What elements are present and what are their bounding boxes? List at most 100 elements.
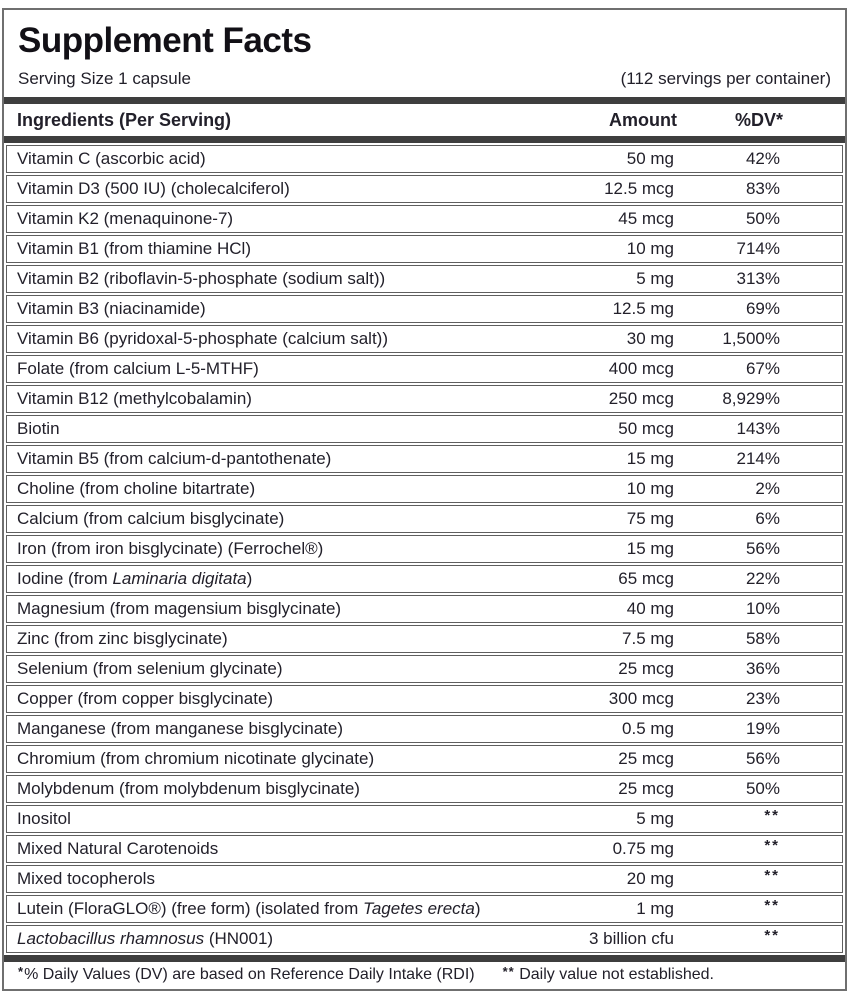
- asterisk-marker: *: [18, 963, 25, 979]
- column-header-ingredients: Ingredients (Per Serving): [17, 109, 232, 130]
- ingredient-amount: 10 mg: [626, 479, 674, 498]
- ingredient-dv: **: [674, 867, 780, 889]
- ingredient-dv: 1,500%: [722, 329, 780, 348]
- serving-row: Serving Size 1 capsule (112 servings per…: [18, 68, 831, 89]
- ingredient-dv: 50%: [745, 779, 780, 798]
- ingredient-amount: 15 mg: [626, 539, 674, 558]
- ingredient-dv: 10%: [745, 599, 780, 618]
- divider-bar-bottom: [4, 955, 845, 962]
- ingredient-amount: 50 mg: [626, 149, 674, 168]
- table-row: Mixed Natural Carotenoids 0.75 mg **: [6, 835, 843, 863]
- ingredient-name: Magnesium (from magensium bisglycinate): [17, 599, 342, 618]
- table-row: Selenium (from selenium glycinate) 25 mcg…: [6, 655, 843, 683]
- ingredient-dv: 714%: [736, 239, 780, 258]
- ingredient-name: Copper (from copper bisglycinate): [17, 689, 274, 708]
- ingredient-name: Lutein (FloraGLO®) (free form) (isolated…: [17, 899, 481, 918]
- ingredient-rows: Vitamin C (ascorbic acid) 50 mg 42% Vitamin…: [4, 143, 845, 955]
- ingredient-name: Manganese (from manganese bisglycinate): [17, 719, 344, 738]
- supplement-facts-label: Supplement Facts Serving Size 1 capsule …: [2, 8, 847, 991]
- table-row: Biotin 50 mcg 143%: [6, 415, 843, 443]
- ingredient-dv: 143%: [736, 419, 780, 438]
- table-row: Calcium (from calcium bisglycinate) 75 mg…: [6, 505, 843, 533]
- servings-per-container-text: (112 servings per container): [620, 69, 831, 88]
- ingredient-name: Lactobacillus rhamnosus (HN001): [17, 929, 274, 948]
- ingredient-name: Inositol: [17, 809, 71, 828]
- table-row: Vitamin C (ascorbic acid) 50 mg 42%: [6, 145, 843, 173]
- not-established-marker: **: [764, 807, 780, 824]
- ingredient-name: Iron (from iron bisglycinate) (Ferrochel…: [17, 539, 324, 558]
- table-row: Choline (from choline bitartrate) 10 mg 2%: [6, 475, 843, 503]
- table-row: Folate (from calcium L-5-MTHF) 400 mcg 67%: [6, 355, 843, 383]
- ingredient-amount: 300 mcg: [608, 689, 674, 708]
- ingredient-amount: 20 mg: [626, 869, 674, 888]
- ingredient-dv: 313%: [736, 269, 780, 288]
- ingredient-dv: **: [674, 807, 780, 829]
- table-row: Vitamin B5 (from calcium-d-pantothenate)…: [6, 445, 843, 473]
- ingredient-name: Vitamin B12 (methylcobalamin): [17, 389, 252, 408]
- ingredient-name: Iodine (from Laminaria digitata): [17, 569, 253, 588]
- ingredient-amount: 75 mg: [626, 509, 674, 528]
- ingredient-dv: 50%: [745, 209, 780, 228]
- ingredient-name: Vitamin B1 (from thiamine HCl): [17, 239, 251, 258]
- ingredient-dv: **: [674, 837, 780, 859]
- ingredient-name: Zinc (from zinc bisglycinate): [17, 629, 228, 648]
- ingredient-amount: 250 mcg: [608, 389, 674, 408]
- ingredient-amount: 400 mcg: [608, 359, 674, 378]
- table-row: Vitamin B1 (from thiamine HCl) 10 mg 714%: [6, 235, 843, 263]
- ingredient-amount: 12.5 mg: [612, 299, 674, 318]
- ingredient-amount: 0.75 mg: [612, 839, 674, 858]
- table-row: Zinc (from zinc bisglycinate) 7.5 mg 58%: [6, 625, 843, 653]
- table-row: Vitamin B3 (niacinamide) 12.5 mg 69%: [6, 295, 843, 323]
- table-row: Vitamin B6 (pyridoxal-5-phosphate (calci…: [6, 325, 843, 353]
- table-row: Lutein (FloraGLO®) (free form) (isolated…: [6, 895, 843, 923]
- not-established-marker: **: [764, 927, 780, 944]
- not-established-marker: **: [764, 897, 780, 914]
- footnote-not-established-text: Daily value not established.: [519, 965, 714, 983]
- ingredient-name: Vitamin B3 (niacinamide): [17, 299, 206, 318]
- ingredient-dv: 67%: [745, 359, 780, 378]
- column-header-amount: Amount: [609, 109, 677, 130]
- table-row: Magnesium (from magensium bisglycinate) 4…: [6, 595, 843, 623]
- table-row: Iron (from iron bisglycinate) (Ferrochel…: [6, 535, 843, 563]
- table-row: Vitamin K2 (menaquinone-7) 45 mcg 50%: [6, 205, 843, 233]
- ingredient-name: Vitamin B2 (riboflavin-5-phosphate (sodi…: [17, 269, 386, 288]
- ingredient-name: Vitamin B6 (pyridoxal-5-phosphate (calci…: [17, 329, 389, 348]
- ingredient-dv: 58%: [745, 629, 780, 648]
- label-header: Supplement Facts Serving Size 1 capsule …: [4, 10, 845, 97]
- ingredient-dv: 19%: [745, 719, 780, 738]
- ingredient-dv: 69%: [745, 299, 780, 318]
- footnote-row: *% Daily Values (DV) are based on Refere…: [4, 962, 845, 989]
- ingredient-dv: 214%: [736, 449, 780, 468]
- ingredient-amount: 1 mg: [636, 899, 674, 918]
- ingredient-amount: 5 mg: [636, 269, 674, 288]
- ingredient-amount: 65 mcg: [618, 569, 674, 588]
- ingredient-dv: 23%: [745, 689, 780, 708]
- ingredient-dv: **: [674, 897, 780, 919]
- table-row: Vitamin D3 (500 IU) (cholecalciferol) 12.…: [6, 175, 843, 203]
- ingredient-name: Vitamin B5 (from calcium-d-pantothenate): [17, 449, 332, 468]
- table-row: Vitamin B2 (riboflavin-5-phosphate (sodi…: [6, 265, 843, 293]
- footnote-daily-values: *% Daily Values (DV) are based on Refere…: [18, 963, 475, 984]
- table-row: Copper (from copper bisglycinate) 300 mcg…: [6, 685, 843, 713]
- divider-bar-header: [4, 136, 845, 143]
- ingredient-dv: 56%: [745, 539, 780, 558]
- ingredient-dv: 83%: [745, 179, 780, 198]
- table-row: Iodine (from Laminaria digitata) 65 mcg 22…: [6, 565, 843, 593]
- not-established-marker: **: [764, 867, 780, 884]
- ingredient-dv: 2%: [755, 479, 780, 498]
- ingredient-dv: 36%: [745, 659, 780, 678]
- double-asterisk-marker: **: [502, 963, 515, 979]
- ingredient-amount: 10 mg: [626, 239, 674, 258]
- ingredient-amount: 30 mg: [626, 329, 674, 348]
- ingredient-name: Mixed tocopherols: [17, 869, 155, 888]
- footnote-not-established: ** Daily value not established.: [502, 963, 714, 984]
- table-row: Lactobacillus rhamnosus (HN001) 3 billion…: [6, 925, 843, 953]
- table-row: Molybdenum (from molybdenum bisglycinate…: [6, 775, 843, 803]
- ingredient-name: Calcium (from calcium bisglycinate): [17, 509, 285, 528]
- ingredient-name: Biotin: [17, 419, 60, 438]
- ingredient-amount: 7.5 mg: [622, 629, 674, 648]
- ingredient-amount: 12.5 mcg: [604, 179, 674, 198]
- ingredient-name: Vitamin C (ascorbic acid): [17, 149, 206, 168]
- page-title: Supplement Facts: [18, 21, 312, 60]
- ingredient-name: Folate (from calcium L-5-MTHF): [17, 359, 259, 378]
